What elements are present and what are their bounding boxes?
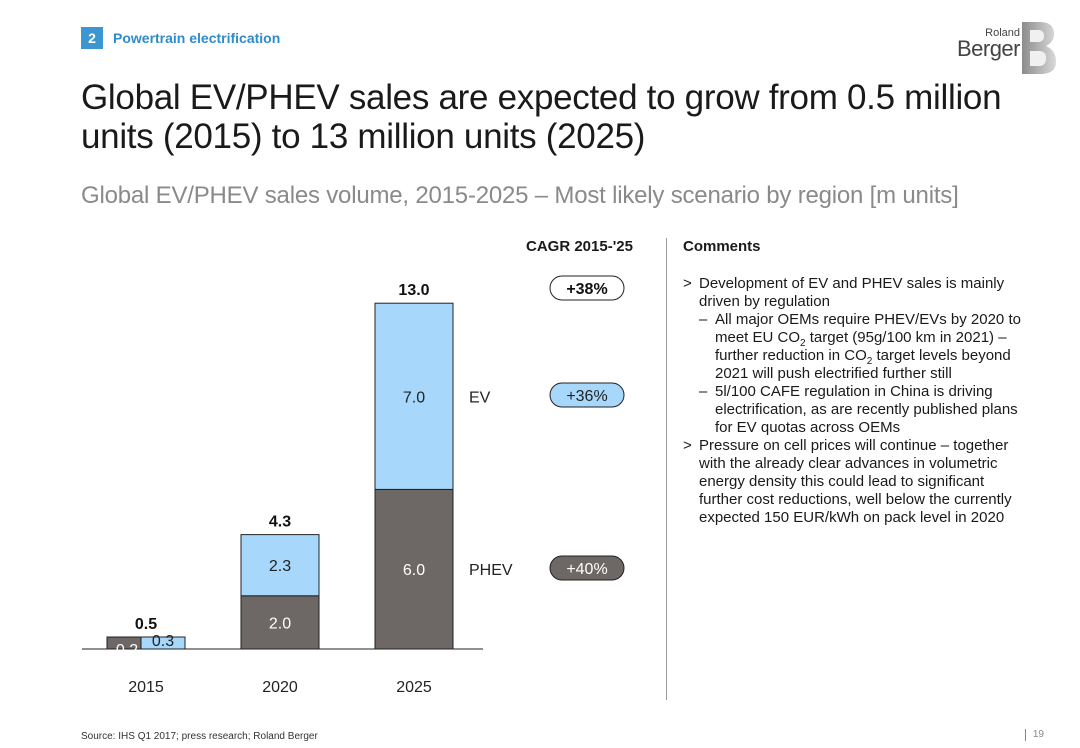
column-divider (666, 238, 667, 700)
bullet-marker: > (683, 275, 692, 292)
data-label-ev-2025: 7.0 (403, 389, 425, 406)
subscript: 2 (800, 338, 806, 349)
x-tick-label-2025: 2025 (396, 679, 432, 696)
comment-subtext-b: target (95g/100 km in 2021) – further re… (715, 329, 1007, 364)
page-title: Global EV/PHEV sales are expected to gro… (81, 78, 1002, 156)
cagr-title: CAGR 2015-'25 (526, 238, 633, 255)
logo-text-berger: Berger (956, 36, 1021, 61)
source-note: Source: IHS Q1 2017; press research; Rol… (81, 731, 318, 742)
bar-ev-2020 (240, 534, 320, 597)
comment-text: Development of EV and PHEV sales is main… (699, 275, 1005, 310)
data-label-phev-2020: 2.0 (269, 615, 291, 632)
bar-ev-2025 (374, 302, 454, 490)
bar-phev-2020 (240, 595, 320, 650)
dash-marker: – (699, 311, 708, 328)
roland-berger-logo: Roland Berger (936, 20, 1056, 76)
x-tick-label-2015: 2015 (128, 679, 164, 696)
logo-text-roland: Roland (985, 27, 1020, 39)
comment-subtext-c: target levels beyond 2021 will push elec… (715, 347, 1011, 382)
cagr-total-badge (549, 275, 625, 301)
data-label-phev-2025: 6.0 (403, 562, 425, 579)
logo-b-icon (1022, 22, 1056, 74)
dash-marker: – (699, 383, 708, 400)
series-label-phev: PHEV (469, 562, 513, 579)
section-number: 2 (81, 27, 103, 49)
section-title: Powertrain electrification (113, 30, 281, 46)
bullet-marker: > (683, 437, 692, 454)
series-label-ev: EV (469, 389, 491, 406)
cagr-total-badge-text: +38% (566, 281, 607, 298)
data-label-ev-2020: 2.3 (269, 558, 291, 575)
data-label-phev-2015: 0.2 (116, 642, 138, 659)
data-label-ev-2015: 0.3 (152, 633, 174, 650)
cagr-phev-badge (549, 555, 625, 581)
total-label-2020: 4.3 (269, 514, 291, 531)
comments-title: Comments (683, 238, 761, 255)
comment-item: > Pressure on cell prices will continue … (683, 437, 1028, 527)
page-number-divider (1025, 729, 1026, 741)
total-label-2025: 13.0 (398, 282, 429, 299)
comment-subtext-a: All major OEMs require PHEV/EVs by 2020 … (715, 311, 1021, 346)
comment-subtext: 5l/100 CAFE regulation in China is drivi… (715, 383, 1018, 436)
cagr-ev-badge (549, 382, 625, 408)
cagr-ev-badge-text: +36% (566, 388, 607, 405)
comment-subitem: – All major OEMs require PHEV/EVs by 202… (683, 311, 1028, 383)
comment-subitem: – 5l/100 CAFE regulation in China is dri… (683, 383, 1028, 437)
comment-text: Pressure on cell prices will continue – … (699, 437, 1012, 526)
comment-item: > Development of EV and PHEV sales is ma… (683, 275, 1028, 311)
x-tick-label-2020: 2020 (262, 679, 298, 696)
section-tag: 2 Powertrain electrification (81, 27, 280, 49)
total-label-2015: 0.5 (135, 616, 157, 633)
bar-phev-2025 (374, 488, 454, 650)
chart-subtitle: Global EV/PHEV sales volume, 2015-2025 –… (81, 182, 959, 209)
cagr-phev-badge-text: +40% (566, 561, 607, 578)
page-number: 19 (1032, 729, 1044, 740)
comments-list: > Development of EV and PHEV sales is ma… (683, 275, 1028, 527)
subscript: 2 (866, 356, 873, 367)
